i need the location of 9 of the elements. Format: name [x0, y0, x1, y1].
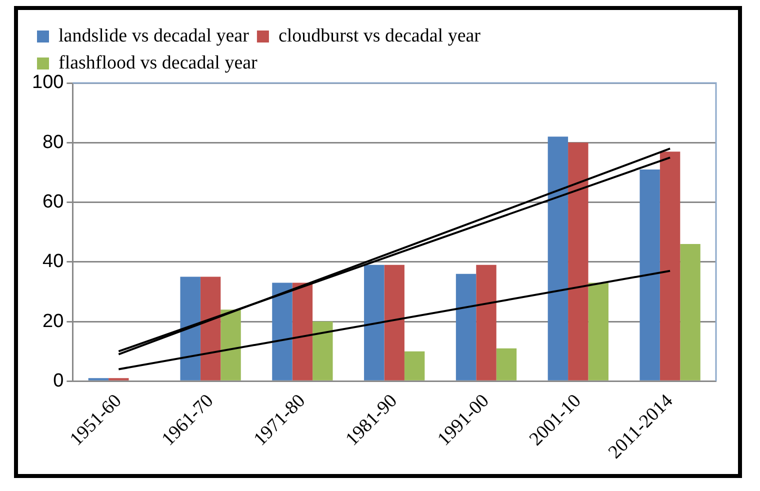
legend-label: cloudburst vs decadal year — [278, 25, 482, 46]
y-tick-label: 0 — [53, 370, 64, 392]
y-tick-label: 60 — [42, 192, 64, 212]
legend-label: flashflood vs decadal year — [58, 52, 258, 74]
legend-label: landslide vs decadal year — [58, 25, 250, 46]
y-tick-label: 20 — [42, 310, 64, 332]
y-tick-label: 80 — [42, 132, 64, 153]
y-tick-label: 100 — [32, 72, 64, 94]
y-tick-label: 40 — [42, 251, 64, 272]
